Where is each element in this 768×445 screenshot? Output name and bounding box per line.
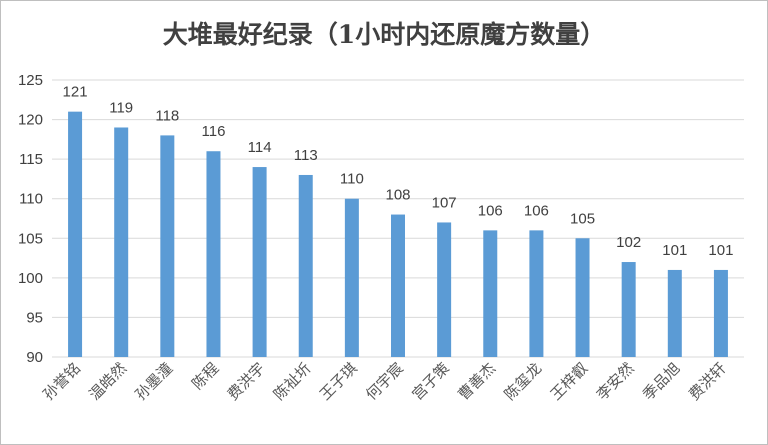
- bar-2: [160, 135, 175, 357]
- data-label-3: 116: [202, 123, 226, 140]
- data-label-5: 113: [294, 147, 318, 164]
- bar-5: [298, 174, 313, 357]
- x-category-label-11: 王梓叡: [547, 359, 592, 404]
- y-tick-label-110: 110: [19, 191, 43, 208]
- bar-13: [667, 269, 682, 357]
- data-label-2: 118: [155, 107, 179, 124]
- bar-14: [713, 269, 728, 357]
- x-category-label-5: 陈祉圻: [270, 359, 315, 404]
- y-tick-label-95: 95: [26, 309, 43, 326]
- x-category-label-10: 陈玺龙: [501, 359, 546, 404]
- data-label-6: 110: [340, 171, 364, 188]
- x-category-label-4: 费洪宇: [224, 359, 269, 404]
- data-label-14: 101: [708, 242, 733, 259]
- x-category-label-6: 王子琪: [316, 359, 361, 404]
- data-label-12: 102: [616, 234, 641, 251]
- y-tick-label-90: 90: [26, 349, 43, 366]
- data-label-13: 101: [662, 242, 687, 259]
- data-label-8: 107: [432, 194, 457, 211]
- bar-4: [252, 167, 267, 357]
- y-tick-label-115: 115: [19, 151, 43, 168]
- y-tick-label-100: 100: [18, 270, 43, 287]
- bar-10: [529, 230, 544, 357]
- data-label-0: 121: [63, 84, 88, 101]
- chart-title: 大堆最好纪录（1小时内还原魔方数量）: [162, 20, 606, 49]
- bar-9: [483, 230, 498, 357]
- bar-1: [114, 127, 129, 357]
- x-category-label-0: 孙誉铭: [39, 359, 84, 404]
- bar-8: [437, 222, 452, 357]
- x-category-label-3: 陈程: [188, 359, 222, 393]
- y-tick-label-105: 105: [18, 230, 43, 247]
- data-label-1: 119: [109, 99, 133, 116]
- bar-3: [206, 151, 221, 357]
- y-tick-label-120: 120: [18, 112, 43, 129]
- y-tick-label-125: 125: [18, 72, 43, 89]
- data-label-9: 106: [478, 202, 503, 219]
- x-category-label-14: 费洪轩: [685, 359, 730, 404]
- bar-0: [68, 111, 83, 358]
- data-label-4: 114: [248, 139, 272, 156]
- bar-6: [344, 198, 359, 357]
- x-category-label-13: 季品旭: [639, 359, 684, 404]
- data-label-11: 105: [570, 210, 595, 227]
- data-label-7: 108: [385, 187, 410, 204]
- x-category-label-9: 曹善杰: [455, 359, 500, 404]
- x-category-label-7: 何宇宸: [362, 359, 407, 404]
- bar-12: [621, 262, 636, 357]
- bar-11: [575, 238, 590, 357]
- x-category-label-12: 李安然: [593, 359, 638, 404]
- x-category-label-2: 孙墨潼: [132, 359, 177, 404]
- data-label-10: 106: [524, 202, 549, 219]
- x-category-label-1: 温皓然: [85, 359, 130, 404]
- x-category-label-8: 宫子策: [408, 359, 453, 404]
- bar-7: [391, 214, 405, 357]
